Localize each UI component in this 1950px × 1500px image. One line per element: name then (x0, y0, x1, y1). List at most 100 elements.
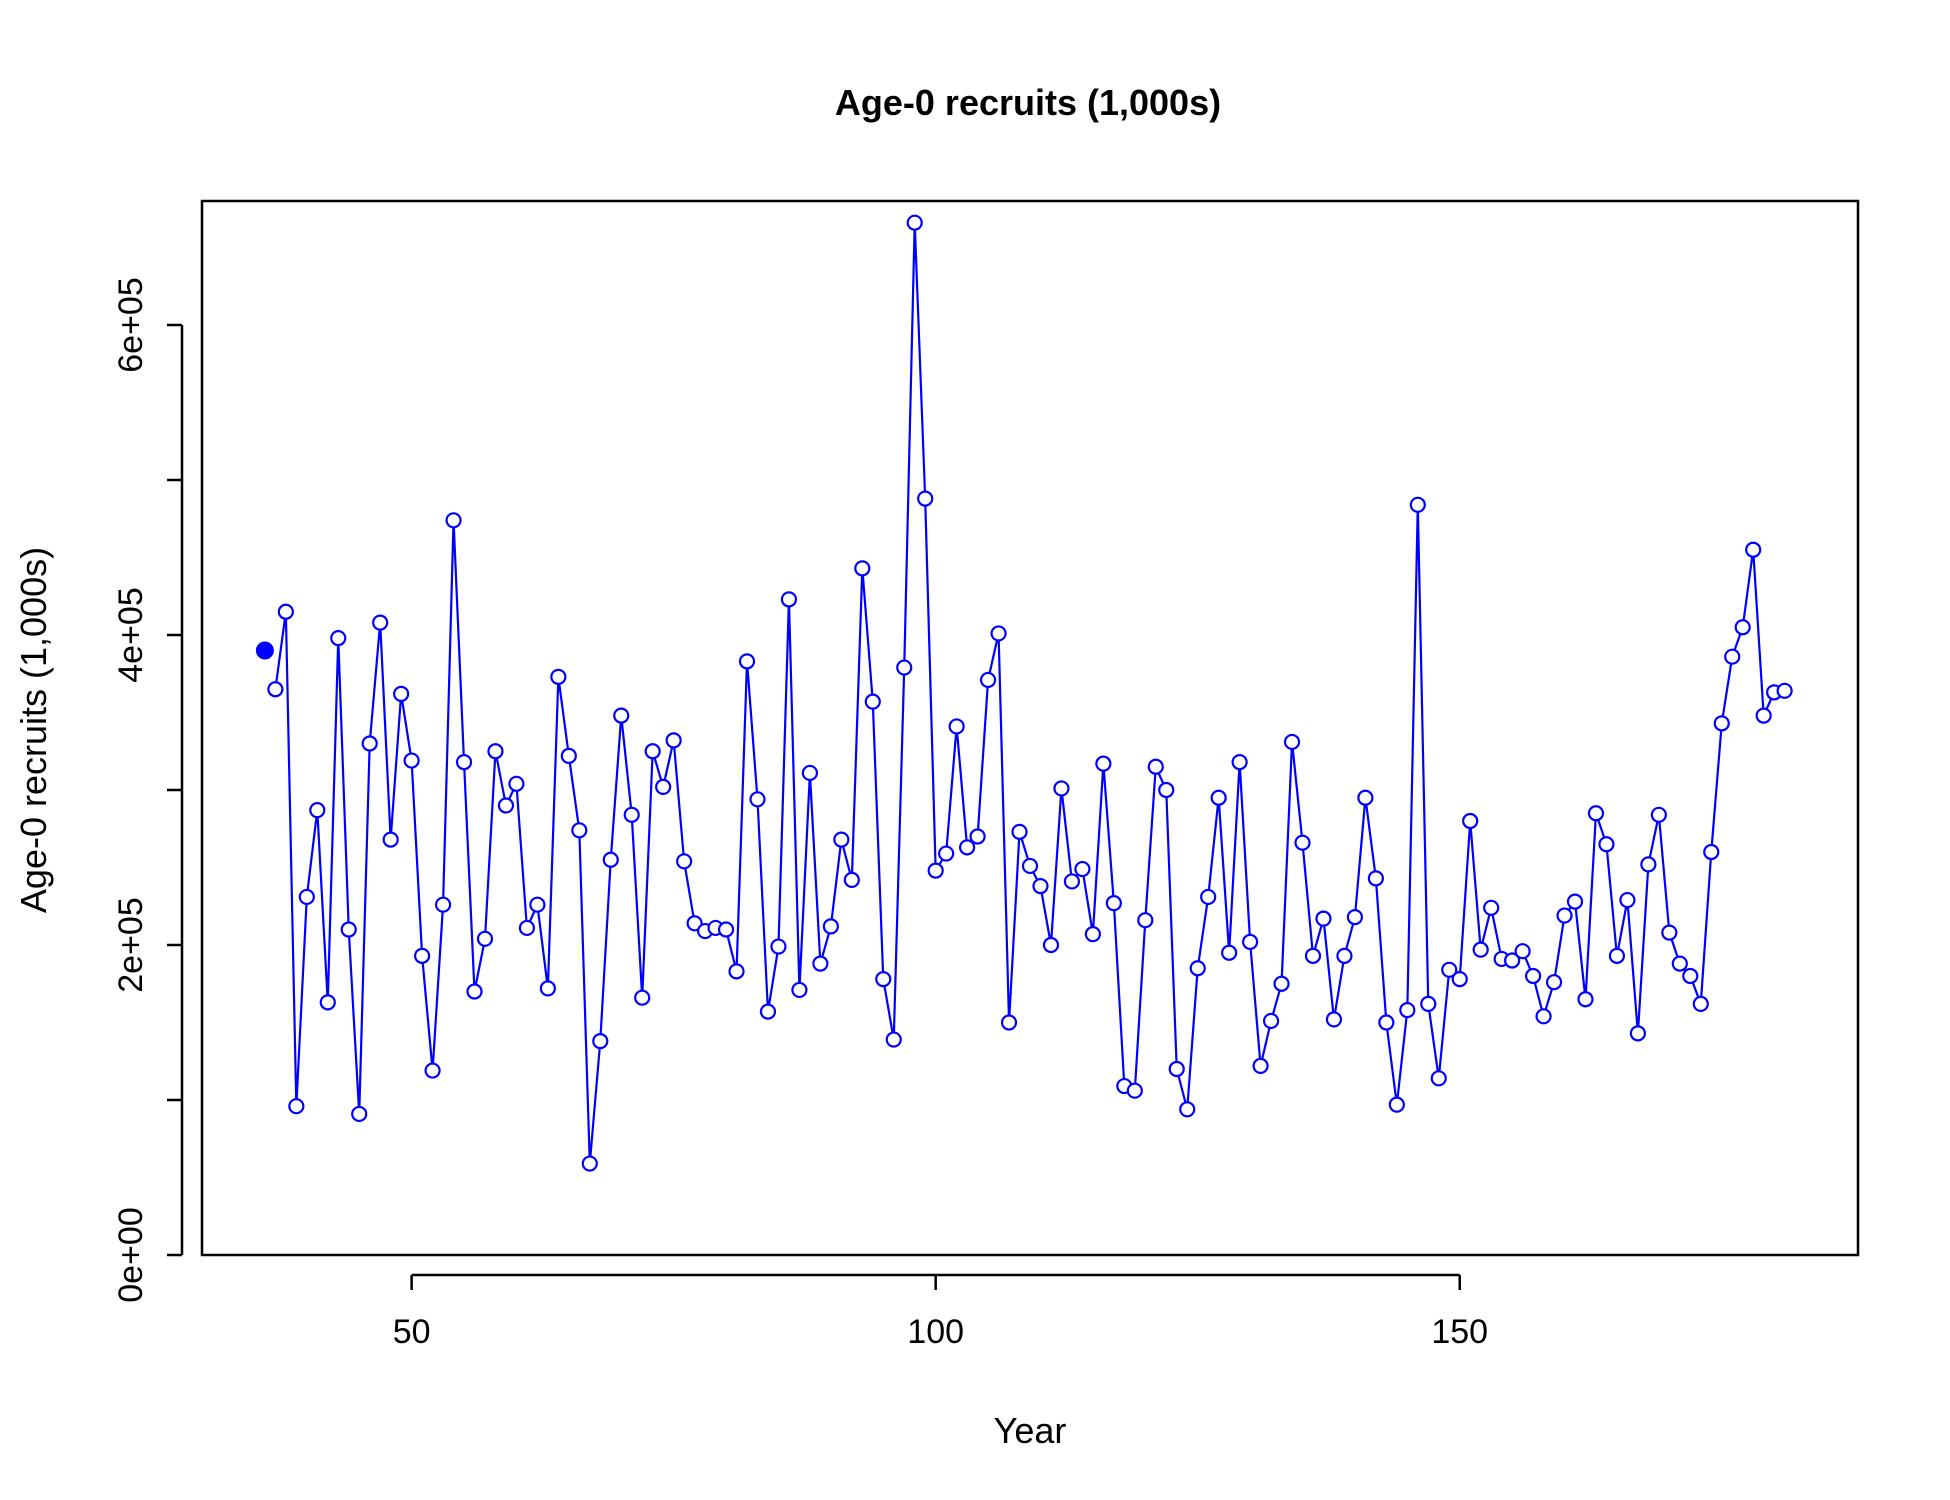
data-point (979, 671, 997, 689)
data-point (581, 1155, 598, 1172)
data-point (1210, 789, 1227, 806)
y-tick-label: 6e+05 (112, 277, 150, 373)
data-point (351, 1105, 368, 1123)
data-point (634, 989, 651, 1006)
y-tick-label: 0e+00 (112, 1207, 150, 1303)
data-point (1032, 877, 1049, 895)
y-tick-label: 2e+05 (112, 897, 150, 993)
data-point (864, 693, 881, 710)
data-point (1682, 967, 1699, 985)
data-point (1325, 1011, 1343, 1028)
data-point (1126, 1082, 1143, 1099)
data-point (1357, 789, 1374, 806)
data-point (497, 797, 515, 814)
data-point (613, 707, 630, 724)
data-point (1273, 975, 1290, 992)
data-point (1629, 1025, 1646, 1042)
data-point (455, 753, 473, 771)
data-point (1483, 899, 1500, 916)
data-point (508, 775, 525, 792)
data-point (529, 896, 546, 913)
data-point (1200, 888, 1217, 906)
data-point (791, 981, 808, 999)
data-point (309, 802, 326, 819)
data-point (1137, 912, 1154, 929)
data-point (1724, 648, 1741, 665)
data-point (759, 1003, 777, 1020)
data-point (1692, 995, 1709, 1013)
data-point (1441, 961, 1458, 978)
data-point (445, 512, 462, 529)
data-point (560, 747, 577, 765)
data-point (277, 603, 294, 620)
data-point (1399, 1001, 1416, 1019)
data-point (938, 845, 955, 862)
data-point (1608, 947, 1626, 964)
data-point (1703, 843, 1720, 861)
data-point (948, 718, 965, 735)
y-axis-label: Age-0 recruits (1,000s) (13, 547, 54, 913)
data-point (906, 214, 923, 231)
data-point (1451, 970, 1468, 988)
data-point (875, 970, 892, 988)
data-point (1587, 805, 1605, 822)
data-point (1776, 682, 1793, 699)
data-point (403, 752, 420, 769)
data-point (801, 764, 818, 782)
data-point (393, 685, 410, 703)
data-point (1650, 806, 1667, 823)
data-point (1021, 857, 1039, 875)
data-point (686, 915, 703, 932)
data-point (738, 653, 756, 670)
data-point (1147, 758, 1164, 775)
initial-point (255, 641, 274, 660)
data-point (1745, 541, 1762, 558)
data-point (770, 938, 787, 955)
data-point (1420, 995, 1437, 1013)
data-point (1472, 941, 1489, 958)
data-point (833, 831, 850, 848)
data-point (1042, 936, 1060, 954)
y-axis: 0e+00 2e+05 4e+05 6e+05 (112, 277, 184, 1303)
data-point (1514, 943, 1531, 960)
series-line (274, 221, 1785, 1165)
data-point (1304, 947, 1322, 964)
data-point (487, 743, 504, 760)
x-tick-label: 50 (393, 1313, 431, 1351)
data-point (340, 921, 357, 938)
data-point (990, 625, 1007, 642)
data-point (1734, 619, 1751, 636)
data-point (655, 778, 672, 796)
data-point (969, 828, 986, 845)
data-point (518, 919, 536, 937)
data-point (1619, 891, 1636, 909)
data-point (1262, 1012, 1280, 1030)
data-point (1661, 924, 1678, 941)
data-point (885, 1031, 902, 1048)
data-point (917, 490, 934, 507)
data-point (1053, 780, 1070, 797)
data-point (1105, 895, 1122, 912)
data-point (319, 994, 336, 1011)
data-point (1755, 707, 1772, 724)
data-point (780, 591, 798, 608)
data-point (372, 614, 389, 631)
x-tick-label: 150 (1431, 1313, 1488, 1351)
data-point (1294, 834, 1311, 851)
data-point (665, 732, 682, 749)
data-point (1011, 823, 1028, 840)
data-point (1252, 1057, 1269, 1075)
data-point (424, 1062, 441, 1079)
data-point (1378, 1014, 1395, 1031)
data-point (728, 963, 745, 980)
x-axis: 50 100 150 (393, 1273, 1488, 1351)
data-point (1524, 967, 1542, 985)
data-point (414, 947, 431, 964)
data-point (717, 921, 735, 938)
data-point (476, 930, 494, 947)
data-point (959, 839, 976, 856)
data-point (1158, 781, 1175, 799)
data-point (1671, 955, 1688, 972)
data-point (1179, 1101, 1196, 1118)
